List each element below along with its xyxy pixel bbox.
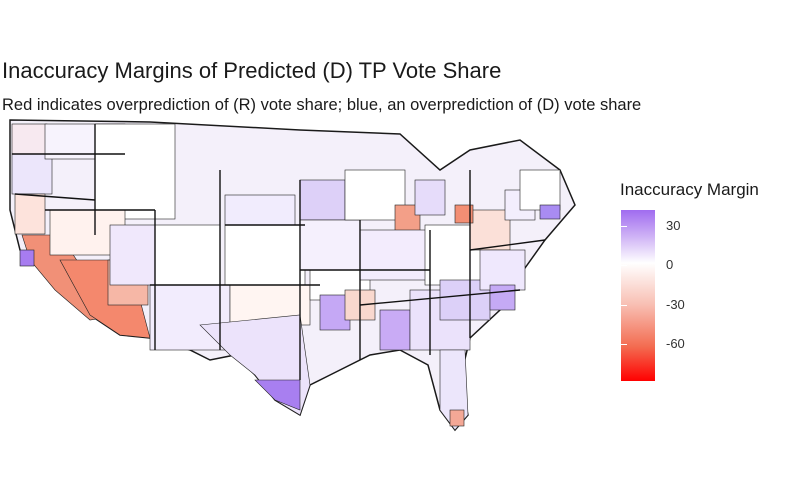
us-district-map [9, 119, 576, 432]
state-borders [12, 124, 546, 380]
chart-title: Inaccuracy Margins of Predicted (D) TP V… [2, 58, 502, 83]
chart-subtitle: Red indicates overprediction of (R) vote… [2, 96, 642, 114]
legend-title: Inaccuracy Margin [620, 180, 759, 199]
legend-tick-mark [621, 305, 627, 306]
legend-tick-mark [621, 265, 627, 266]
legend-tick-mark [655, 344, 661, 345]
legend-tick-mark [621, 344, 627, 345]
legend-tick-label: 30 [666, 218, 681, 233]
legend-tick-mark [655, 305, 661, 306]
district-fills [11, 123, 561, 431]
legend-color-bar [621, 210, 655, 381]
legend-tick-mark [655, 226, 661, 227]
legend-tick-mark [655, 265, 661, 266]
legend-tick-label: 0 [666, 257, 674, 272]
legend-tick-label: -30 [666, 297, 685, 312]
legend-tick-mark [621, 226, 627, 227]
legend-tick-label: -60 [666, 336, 685, 351]
